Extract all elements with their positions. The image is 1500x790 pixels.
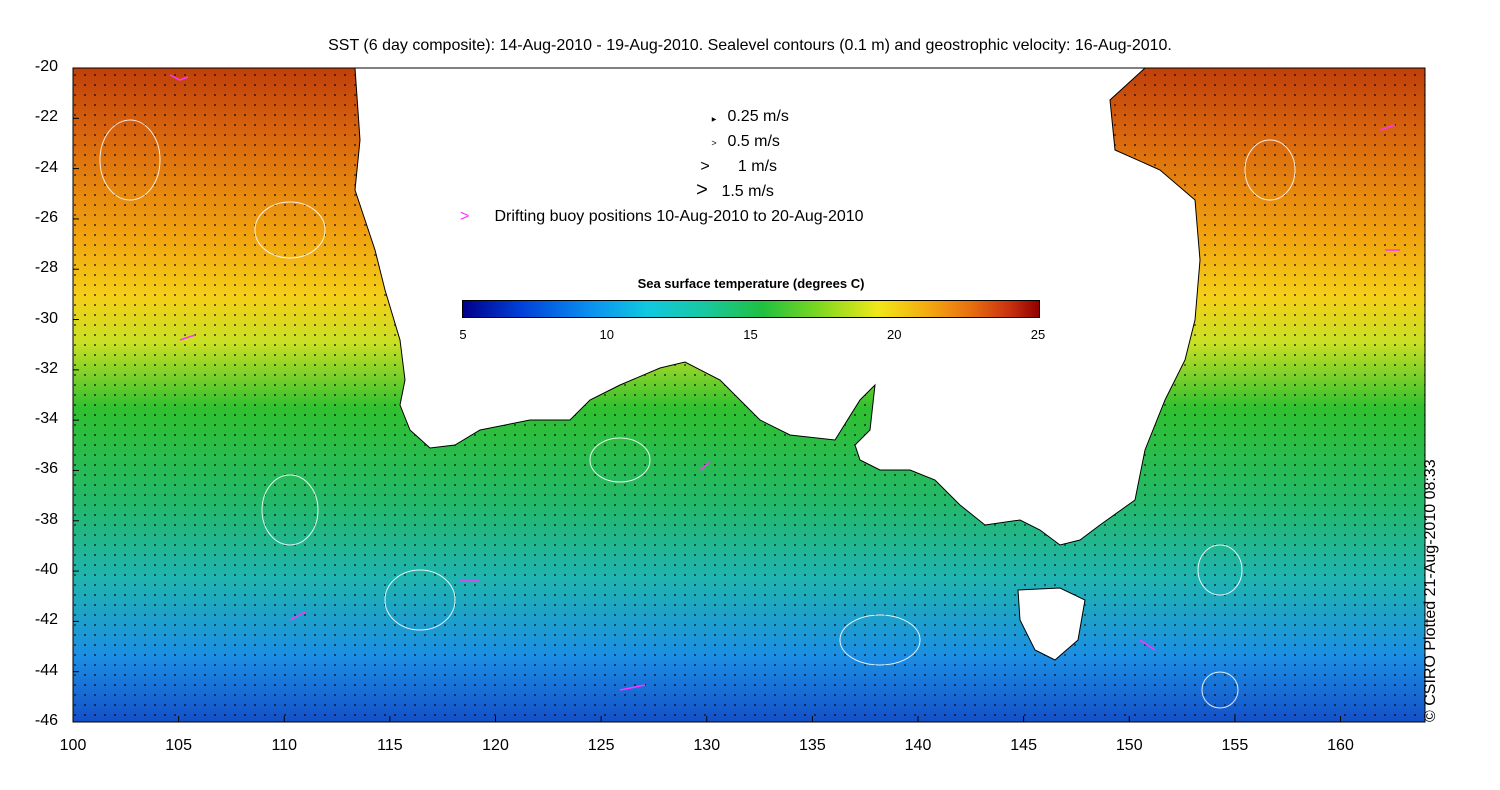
x-tick-label: 100 xyxy=(59,737,87,754)
colorbar-tick-label: 5 xyxy=(459,327,467,342)
y-tick-label: -42 xyxy=(34,611,58,629)
credit-text: © CSIRO Plotted 21-Aug-2010 08:33 xyxy=(1422,459,1439,722)
x-tick-label: 125 xyxy=(587,737,615,754)
colorbar-tick-label: 10 xyxy=(599,327,614,342)
x-tick-label: 120 xyxy=(482,737,509,754)
x-tick-label: 150 xyxy=(1115,737,1143,754)
x-tick-label: 130 xyxy=(693,737,721,754)
map-title: SST (6 day composite): 14-Aug-2010 - 19-… xyxy=(328,37,1172,54)
y-tick-label: -34 xyxy=(34,410,58,428)
x-tick-label: 160 xyxy=(1327,737,1354,754)
x-tick-label: 135 xyxy=(799,737,826,754)
x-tick-label: 105 xyxy=(165,737,192,754)
legend-row-0.5: > 0.5 m/s xyxy=(705,133,780,151)
y-tick-label: -28 xyxy=(34,259,58,277)
colorbar-title: Sea surface temperature (degrees C) xyxy=(637,276,865,291)
arrow-icon: > xyxy=(700,158,710,175)
colorbar-tick-label: 25 xyxy=(1030,327,1046,342)
tasmania-land xyxy=(1017,587,1086,661)
x-tick-label: 155 xyxy=(1221,737,1249,754)
colorbar-tick-label: 20 xyxy=(887,327,902,342)
velocity-legend: ▶ 0.25 m/s > 0.5 m/s > 1 m/s > 1.5 m/s >… xyxy=(455,100,1055,240)
arrow-icon: > xyxy=(696,179,708,201)
sst-colorbar xyxy=(462,300,1040,318)
x-tick-label: 145 xyxy=(1010,737,1037,754)
y-tick-label: -40 xyxy=(34,561,58,579)
y-tick-label: -32 xyxy=(34,359,58,377)
y-tick-label: -30 xyxy=(34,309,58,327)
legend-row-0.25: ▶ 0.25 m/s xyxy=(705,108,789,126)
y-tick-label: -38 xyxy=(34,510,58,528)
legend-row-1.5: > 1.5 m/s xyxy=(687,179,774,201)
plot-frame xyxy=(72,67,1426,723)
y-tick-label: -44 xyxy=(34,661,58,679)
sealevel-contours xyxy=(99,119,1296,709)
x-tick-label: 115 xyxy=(377,737,403,754)
arrow-icon: ▶ xyxy=(711,117,717,123)
tick-marks xyxy=(72,67,1341,723)
colorbar-tick-label: 15 xyxy=(743,327,758,342)
y-tick-label: -36 xyxy=(34,460,58,478)
y-tick-label: -26 xyxy=(34,208,58,226)
x-tick-label: 110 xyxy=(271,737,297,754)
y-tick-label: -22 xyxy=(34,108,58,126)
y-tick-label: -24 xyxy=(34,158,58,176)
buoy-tracks xyxy=(169,74,1400,691)
y-tick-label: -46 xyxy=(34,712,58,729)
legend-row-buoy: > Drifting buoy positions 10-Aug-2010 to… xyxy=(460,208,864,225)
x-tick-label: 140 xyxy=(904,737,932,754)
y-tick-label: -20 xyxy=(34,58,58,75)
arrow-icon: > xyxy=(711,138,717,148)
buoy-marker-icon: > xyxy=(460,208,470,225)
legend-row-1: > 1 m/s xyxy=(693,158,777,176)
